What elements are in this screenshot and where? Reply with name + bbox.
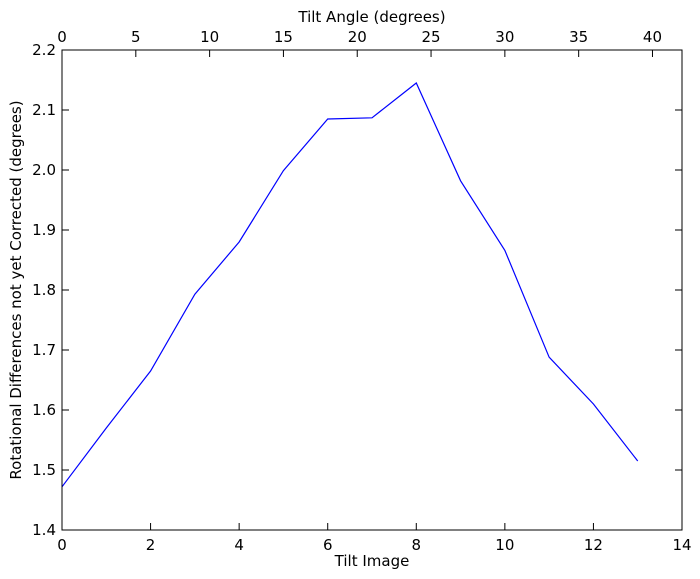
y-tick-label: 2.1 — [32, 101, 56, 119]
x-tick-label: 0 — [57, 536, 67, 554]
x-axis-title: Tilt Image — [334, 552, 410, 570]
y-tick-label: 1.5 — [32, 461, 56, 479]
x-tick-label: 8 — [412, 536, 422, 554]
plot-frame — [61, 49, 683, 531]
top-x-tick-label: 10 — [200, 28, 219, 46]
y-tick-label: 1.7 — [32, 341, 56, 359]
top-x-tick-label: 25 — [422, 28, 441, 46]
top-x-tick-label: 0 — [57, 28, 67, 46]
y-tick-label: 2.0 — [32, 161, 56, 179]
x-tick-label: 4 — [234, 536, 244, 554]
x-tick-label: 14 — [672, 536, 691, 554]
y-tick-label: 1.8 — [32, 281, 56, 299]
top-x-tick-label: 5 — [131, 28, 141, 46]
y-tick-label: 2.2 — [32, 41, 56, 59]
top-x-tick-label: 15 — [274, 28, 293, 46]
top-x-tick-label: 35 — [569, 28, 588, 46]
y-tick-label: 1.6 — [32, 401, 56, 419]
x-tick-label: 2 — [146, 536, 156, 554]
tick-labels: 0 2 4 6 8 10 12 14 0 5 10 15 20 25 30 35 40 1.4 1.5 1.6 1.7 1… — [32, 28, 691, 554]
top-x-tick-label: 20 — [348, 28, 367, 46]
x-tick-label: 12 — [584, 536, 603, 554]
top-x-tick-label: 30 — [495, 28, 514, 46]
series-line — [61, 82, 639, 488]
y-tick-label: 1.4 — [32, 521, 56, 539]
top-x-tick-label: 40 — [643, 28, 662, 46]
y-tick-label: 1.9 — [32, 221, 56, 239]
y-axis-title: Rotational Differences not yet Corrected… — [7, 100, 25, 479]
plot-area — [61, 82, 639, 488]
x-tick-label: 10 — [495, 536, 514, 554]
top-x-axis-title: Tilt Angle (degrees) — [297, 8, 445, 26]
x-tick-label: 6 — [323, 536, 333, 554]
ticks — [61, 49, 683, 531]
